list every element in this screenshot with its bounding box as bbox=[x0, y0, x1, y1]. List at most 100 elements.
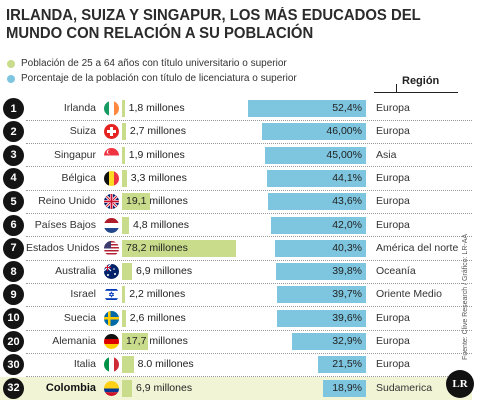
table-row: 20 Alemania 17,7 millones 32,9% Europa bbox=[0, 330, 472, 353]
population-value: 17,7 millones bbox=[126, 335, 188, 347]
table-row: 1 Irlanda 1,8 millones 52,4% Europa bbox=[0, 97, 472, 120]
percentage-bar bbox=[271, 216, 366, 234]
population-bar bbox=[122, 146, 125, 164]
population-bar bbox=[122, 169, 127, 187]
region-label: Europa bbox=[376, 102, 410, 114]
region-header: Región bbox=[402, 75, 440, 87]
chart-title: IRLANDA, SUIZA Y SINGAPUR, LOS MÁS EDUCA… bbox=[6, 7, 421, 42]
rank-badge: 5 bbox=[3, 191, 24, 213]
flag-icon bbox=[104, 101, 119, 116]
population-value: 1,9 millones bbox=[128, 148, 185, 161]
rank-badge: 4 bbox=[3, 167, 24, 189]
flag-icon bbox=[104, 357, 119, 373]
table-row: 32 Colombia 6,9 millones 18,9% Sudamerica bbox=[0, 376, 472, 400]
table-row: 30 Italia 8.0 millones 21,5% Europa bbox=[0, 353, 472, 376]
percentage-value: 32,9% bbox=[332, 335, 362, 347]
population-bar bbox=[122, 263, 133, 281]
country-label: Italia bbox=[73, 358, 96, 371]
legend: Población de 25 a 64 años con título uni… bbox=[7, 56, 407, 86]
country-label: Colombia bbox=[45, 381, 96, 394]
population-value: 4,8 millones bbox=[132, 218, 190, 231]
row-separator bbox=[26, 306, 472, 308]
flag-icon bbox=[104, 147, 119, 163]
population-value: 19,1 millones bbox=[126, 195, 188, 208]
lr-logo: LR bbox=[446, 370, 474, 398]
table-row: 5 Reino Unido 19,1 millones 43,6% Europa bbox=[0, 190, 472, 213]
legend-label-population: Población de 25 a 64 años con título uni… bbox=[21, 58, 287, 69]
region-label: Asia bbox=[376, 148, 397, 161]
percentage-bar bbox=[317, 356, 366, 374]
country-label: Alemania bbox=[52, 335, 96, 347]
percentage-value: 40,3% bbox=[332, 241, 362, 254]
legend-item-percentage: Porcentaje de la población con título de… bbox=[7, 71, 407, 86]
region-label: Europa bbox=[376, 125, 410, 138]
region-label: Sudamerica bbox=[376, 381, 433, 394]
country-label: Estados Unidos bbox=[26, 241, 100, 254]
flag-icon bbox=[104, 217, 119, 233]
legend-label-percentage: Porcentaje de la población con título de… bbox=[21, 73, 297, 84]
row-separator bbox=[26, 189, 472, 191]
row-separator bbox=[26, 282, 472, 284]
population-value: 1,8 millones bbox=[128, 102, 185, 114]
rank-badge: 2 bbox=[3, 121, 24, 143]
table-row: 3 Singapur 1,9 millones 45,00% Asia bbox=[0, 144, 472, 167]
table-row: 6 Países Bajos 4,8 millones 42,0% Europa bbox=[0, 214, 472, 237]
region-label: América del norte bbox=[376, 241, 459, 254]
percentage-value: 44,1% bbox=[332, 171, 362, 184]
table-row: 2 Suiza 2,7 millones 46,00% Europa bbox=[0, 120, 472, 143]
population-bar bbox=[122, 193, 150, 211]
country-label: Irlanda bbox=[63, 102, 96, 114]
row-separator bbox=[26, 166, 472, 168]
legend-dot-population bbox=[7, 59, 15, 68]
percentage-bar bbox=[262, 123, 366, 141]
row-separator bbox=[26, 119, 472, 121]
percentage-value: 39,8% bbox=[332, 265, 362, 278]
region-label: Europa bbox=[376, 195, 410, 208]
region-label: Europa bbox=[376, 171, 410, 184]
rank-badge: 8 bbox=[3, 261, 24, 283]
legend-dot-percentage bbox=[7, 74, 15, 83]
percentage-bar bbox=[275, 239, 366, 257]
percentage-value: 39,7% bbox=[332, 288, 362, 301]
country-label: Bélgica bbox=[61, 171, 96, 184]
rank-badge: 7 bbox=[3, 237, 24, 259]
region-label: Europa bbox=[376, 218, 410, 231]
row-separator bbox=[26, 329, 472, 331]
percentage-value: 45,00% bbox=[326, 148, 362, 161]
row-separator bbox=[26, 259, 472, 261]
population-value: 8.0 millones bbox=[137, 358, 194, 371]
flag-icon bbox=[104, 310, 119, 326]
population-bar bbox=[122, 216, 129, 234]
table-row: 9 Israel 2,2 millones 39,7% Oriente Medio bbox=[0, 283, 472, 306]
region-label: Oriente Medio bbox=[376, 288, 442, 301]
population-value: 2,2 millones bbox=[129, 288, 186, 301]
flag-icon bbox=[104, 194, 119, 210]
rank-badge: 6 bbox=[3, 214, 24, 236]
population-bar bbox=[122, 239, 236, 257]
table-row: 4 Bélgica 3,3 millones 44,1% Europa bbox=[0, 167, 472, 190]
percentage-bar bbox=[276, 263, 366, 281]
country-label: Países Bajos bbox=[34, 218, 96, 231]
region-label: Europa bbox=[376, 358, 410, 371]
percentage-bar bbox=[267, 193, 366, 211]
percentage-bar bbox=[291, 333, 366, 350]
percentage-bar bbox=[276, 309, 366, 327]
table-row: 10 Suecia 2,6 millones 39,6% Europa bbox=[0, 307, 472, 330]
row-separator bbox=[26, 352, 472, 354]
percentage-value: 39,6% bbox=[332, 311, 362, 324]
country-label: Australia bbox=[55, 265, 96, 278]
population-bar bbox=[122, 356, 134, 374]
population-value: 3,3 millones bbox=[130, 171, 187, 184]
rank-badge: 9 bbox=[3, 284, 24, 306]
percentage-bar bbox=[323, 379, 366, 397]
flag-icon bbox=[104, 334, 119, 349]
flag-icon bbox=[104, 240, 119, 256]
population-value: 78,2 millones bbox=[126, 241, 188, 254]
region-header-rule bbox=[374, 92, 458, 93]
percentage-value: 42,0% bbox=[332, 218, 362, 231]
population-bar bbox=[122, 286, 126, 304]
percentage-bar bbox=[248, 100, 366, 117]
population-value: 6,9 millones bbox=[136, 265, 193, 278]
population-bar bbox=[122, 379, 133, 397]
